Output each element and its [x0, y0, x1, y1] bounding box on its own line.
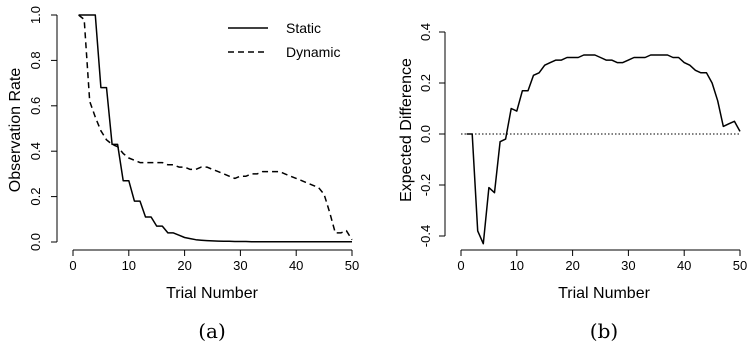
- panel-a-ylabel: Observation Rate: [7, 68, 24, 193]
- panel-a-legend: Static Dynamic: [228, 20, 340, 60]
- panel-a-y-tick-label: 0.4: [28, 142, 43, 160]
- panel-b-x-tick-label: 10: [510, 258, 524, 273]
- panel-b-x-tick-label: 40: [677, 258, 691, 273]
- panel-b-y-tick-label: 0.4: [418, 23, 433, 41]
- panel-a-x-tick-label: 20: [177, 258, 191, 273]
- panel-a-x-tick-label: 10: [122, 258, 136, 273]
- panel-b-plot-area: [445, 6, 749, 250]
- panel-a-x-tick-label: 0: [69, 258, 76, 273]
- panel-a-plot-area: [57, 6, 368, 250]
- panel-a-x-tick-label: 30: [233, 258, 247, 273]
- panel-b-series-difference-line: [466, 54, 741, 245]
- panel-b-x-tick-label: 50: [733, 258, 747, 273]
- panel-a-series-static-line: [78, 14, 352, 243]
- legend-dynamic-label: Dynamic: [286, 44, 340, 60]
- panel-b-caption: (b): [590, 319, 618, 343]
- panel-a-caption: (a): [198, 319, 226, 343]
- panel-a-xlabel: Trial Number: [166, 285, 259, 302]
- panel-b-y-tick-label: -0.2: [418, 174, 433, 196]
- panel-a-y-tick-label: 0.6: [28, 97, 43, 115]
- panel-b-y-tick-label: 0.0: [418, 125, 433, 143]
- panel-b-y-tick-label: 0.2: [418, 74, 433, 92]
- panel-b-ylabel: Expected Difference: [398, 58, 415, 202]
- panel-b-x-tick-label: 0: [457, 258, 464, 273]
- panel-b-y-tick-label: -0.4: [418, 225, 433, 247]
- legend-static-label: Static: [286, 20, 321, 36]
- panel-a-y-tick-label: 0.2: [28, 188, 43, 206]
- panel-a: Trial Number Observation Rate (a) Static…: [7, 6, 368, 343]
- panel-b-xlabel: Trial Number: [558, 285, 651, 302]
- panel-b-x-tick-label: 30: [621, 258, 635, 273]
- panel-a-y-tick-label: 1.0: [28, 6, 43, 24]
- panel-a-y-tick-label: 0.8: [28, 51, 43, 69]
- panel-a-y-tick-label: 0.0: [28, 233, 43, 251]
- panel-a-series-dynamic-line: [78, 14, 353, 241]
- panel-a-x-tick-label: 50: [345, 258, 359, 273]
- panel-b: Trial Number Expected Difference (b) 0 10…: [398, 6, 749, 343]
- panel-b-x-tick-label: 20: [565, 258, 579, 273]
- panel-a-x-tick-label: 40: [289, 258, 303, 273]
